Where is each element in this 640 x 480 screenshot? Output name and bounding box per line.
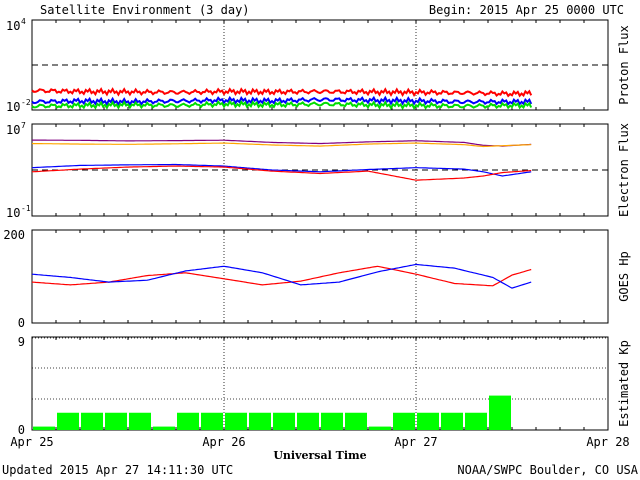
y-tick-exponent: 4 xyxy=(21,17,26,26)
y-tick-exponent: -2 xyxy=(21,98,31,107)
y-tick-label: 0 xyxy=(18,423,25,437)
kp-bar xyxy=(129,412,151,430)
y-tick-label: 10 xyxy=(6,206,20,220)
y-tick-label: 10 xyxy=(6,19,20,33)
series-line xyxy=(31,99,533,111)
series-line xyxy=(32,139,532,147)
kp-bar xyxy=(201,412,223,430)
series-line xyxy=(31,265,532,287)
y-tick-label: 0 xyxy=(18,316,25,330)
kp-bar xyxy=(297,412,319,430)
chart-title: Satellite Environment (3 day) xyxy=(40,3,250,17)
proton-flux-panel: 10 410 -2 Proton Flux xyxy=(6,17,631,114)
series-line xyxy=(31,263,532,289)
kp-bar xyxy=(105,412,127,430)
panel-frame xyxy=(31,123,609,217)
kp-bar xyxy=(321,412,343,430)
kp-bar xyxy=(225,412,247,430)
kp-bar xyxy=(369,426,391,430)
y-axis-label: Electron Flux xyxy=(617,123,631,217)
kp-bar xyxy=(153,426,175,430)
series-line xyxy=(31,163,532,177)
y-axis-label: Proton Flux xyxy=(617,25,631,104)
y-tick-label: 10 xyxy=(6,100,20,114)
series-line xyxy=(31,165,532,181)
electron-flux-panel: 10 710 -1 Electron Flux xyxy=(6,121,631,220)
goes-hp-panel: 200 0 GOES Hp xyxy=(3,228,631,330)
y-tick-label: 200 xyxy=(3,228,25,242)
y-axis-label: Estimated Kp xyxy=(617,340,631,427)
kp-bar xyxy=(417,412,439,430)
kp-bar xyxy=(57,412,79,430)
y-tick-label: 9 xyxy=(18,335,25,349)
x-tick-label: Apr 26 xyxy=(202,435,245,449)
y-tick-exponent: 7 xyxy=(21,121,26,130)
kp-bar xyxy=(249,412,271,430)
y-tick-label: 10 xyxy=(6,123,20,137)
series-line xyxy=(31,95,533,107)
kp-bar xyxy=(489,395,511,430)
x-tick-label: Apr 25 xyxy=(10,435,53,449)
kp-bar xyxy=(441,412,463,430)
x-tick-label: Apr 27 xyxy=(394,435,437,449)
estimated-kp-panel: 9 0 Estimated Kp xyxy=(18,335,631,437)
kp-bar xyxy=(33,426,55,430)
kp-bar xyxy=(345,412,367,430)
x-axis-label: Universal Time xyxy=(273,449,366,462)
series-line xyxy=(31,142,532,148)
kp-bar xyxy=(273,412,295,430)
updated-time: Updated 2015 Apr 27 14:11:30 UTC xyxy=(2,463,233,477)
kp-bar xyxy=(177,412,199,430)
y-axis-label: GOES Hp xyxy=(617,251,631,302)
credit: NOAA/SWPC Boulder, CO USA xyxy=(457,463,638,477)
kp-bar xyxy=(81,412,103,430)
begin-time: Begin: 2015 Apr 25 0000 UTC xyxy=(429,3,624,17)
kp-bar xyxy=(465,412,487,430)
kp-bar xyxy=(393,412,415,430)
series-line xyxy=(31,87,533,98)
y-tick-exponent: -1 xyxy=(21,204,31,213)
x-tick-label: Apr 28 xyxy=(586,435,629,449)
